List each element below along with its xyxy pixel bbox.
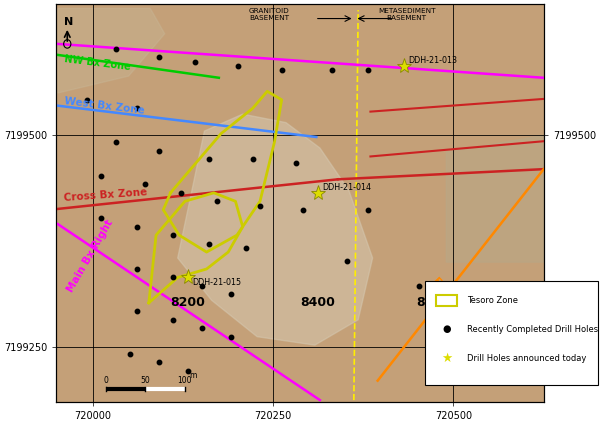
Text: West Bx Zone: West Bx Zone: [64, 96, 145, 116]
Text: 8400: 8400: [301, 296, 335, 309]
Text: GRANITOID
BASEMENT: GRANITOID BASEMENT: [249, 8, 290, 21]
Polygon shape: [446, 135, 544, 262]
Text: ●: ●: [442, 324, 451, 334]
Text: N: N: [64, 17, 74, 27]
Text: Main Bx Right: Main Bx Right: [65, 218, 115, 294]
Text: 100: 100: [178, 376, 192, 385]
Text: 0: 0: [103, 376, 108, 385]
Text: ★: ★: [441, 352, 452, 365]
Text: 50: 50: [140, 376, 150, 385]
Text: Drill Holes announced today: Drill Holes announced today: [467, 354, 586, 363]
Text: NW Bx Zone: NW Bx Zone: [64, 54, 131, 72]
Text: METASEDIMENT
BASEMENT: METASEDIMENT BASEMENT: [378, 8, 435, 21]
Text: 8550: 8550: [416, 296, 451, 309]
Text: Cross Bx Zone: Cross Bx Zone: [64, 187, 148, 203]
Text: Recently Completed Drill Holes: Recently Completed Drill Holes: [467, 325, 598, 334]
Text: m: m: [189, 371, 197, 380]
Text: East Bx Zone: East Bx Zone: [430, 276, 490, 339]
Text: 8200: 8200: [170, 296, 205, 309]
Text: Tesoro Zone: Tesoro Zone: [467, 296, 518, 305]
Polygon shape: [178, 114, 373, 345]
Text: DDH-21-014: DDH-21-014: [322, 183, 371, 192]
Text: DDH-21-013: DDH-21-013: [409, 56, 458, 65]
Polygon shape: [58, 8, 165, 93]
Text: DDH-21-015: DDH-21-015: [192, 278, 241, 287]
